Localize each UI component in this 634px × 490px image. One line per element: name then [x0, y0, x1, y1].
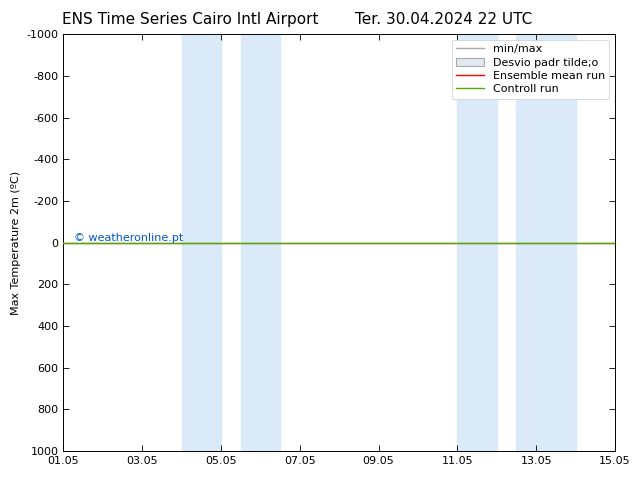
- Text: © weatheronline.pt: © weatheronline.pt: [74, 233, 184, 243]
- Legend: min/max, Desvio padr tilde;o, Ensemble mean run, Controll run: min/max, Desvio padr tilde;o, Ensemble m…: [451, 40, 609, 99]
- Bar: [457, 34, 497, 451]
- Bar: [517, 34, 576, 451]
- Text: Ter. 30.04.2024 22 UTC: Ter. 30.04.2024 22 UTC: [355, 12, 533, 27]
- Bar: [181, 34, 221, 451]
- Y-axis label: Max Temperature 2m (ºC): Max Temperature 2m (ºC): [11, 171, 21, 315]
- Bar: [241, 34, 280, 451]
- Text: ENS Time Series Cairo Intl Airport: ENS Time Series Cairo Intl Airport: [62, 12, 318, 27]
